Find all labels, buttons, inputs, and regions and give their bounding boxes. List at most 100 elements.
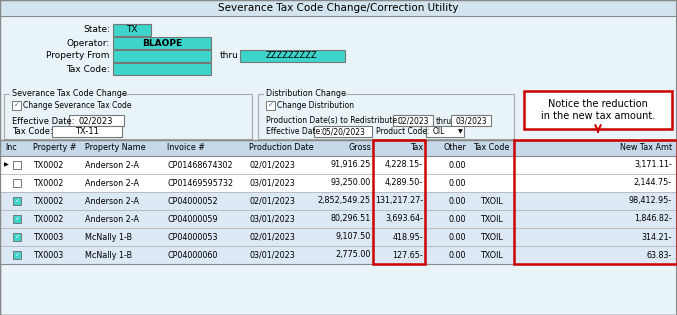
Text: Production Date(s) to Redistribute:: Production Date(s) to Redistribute: <box>266 117 399 125</box>
Text: CP04000053: CP04000053 <box>167 232 217 242</box>
Text: 2,775.00: 2,775.00 <box>336 250 371 260</box>
Text: 3,693.64-: 3,693.64- <box>385 215 423 224</box>
Bar <box>0 174 677 192</box>
Text: 418.95-: 418.95- <box>393 232 423 242</box>
Text: 9,107.50: 9,107.50 <box>336 232 371 242</box>
Bar <box>0 0 677 16</box>
Text: TX0003: TX0003 <box>33 232 63 242</box>
Text: Property #: Property # <box>33 144 77 152</box>
Text: ✓: ✓ <box>267 102 274 108</box>
Text: 03/01/2023: 03/01/2023 <box>249 250 294 260</box>
Text: CP01469595732: CP01469595732 <box>167 179 233 187</box>
Text: BLAOPE: BLAOPE <box>142 38 182 48</box>
Text: TX0002: TX0002 <box>33 215 64 224</box>
Bar <box>524 91 672 129</box>
Bar <box>13 233 21 241</box>
Text: 0.00: 0.00 <box>448 179 466 187</box>
Text: thru: thru <box>436 117 452 125</box>
Text: TX0003: TX0003 <box>33 250 63 260</box>
Bar <box>69 115 124 126</box>
Text: CP01468674302: CP01468674302 <box>167 161 233 169</box>
Text: ✓: ✓ <box>14 216 20 221</box>
Bar <box>0 210 677 228</box>
Text: 131,217.27-: 131,217.27- <box>375 197 423 205</box>
Bar <box>0 140 677 156</box>
Bar <box>426 126 464 137</box>
Text: 03/01/2023: 03/01/2023 <box>249 179 294 187</box>
Text: ✓: ✓ <box>14 198 20 203</box>
Bar <box>314 126 372 137</box>
Bar <box>240 50 345 62</box>
Text: Invoice #: Invoice # <box>167 144 205 152</box>
Text: 98,412.95-: 98,412.95- <box>629 197 672 205</box>
Bar <box>373 140 425 264</box>
Text: Production Date: Production Date <box>249 144 313 152</box>
Text: Other: Other <box>443 144 466 152</box>
Text: Anderson 2-A: Anderson 2-A <box>85 215 139 224</box>
Text: 03/2023: 03/2023 <box>455 117 487 125</box>
Bar <box>12 101 21 110</box>
Text: 02/2023: 02/2023 <box>79 117 113 125</box>
Bar <box>0 16 677 140</box>
Text: 0.00: 0.00 <box>448 215 466 224</box>
Text: Notice the reduction
in the new tax amount.: Notice the reduction in the new tax amou… <box>541 99 655 121</box>
Text: CP04000059: CP04000059 <box>167 215 217 224</box>
Bar <box>258 94 514 139</box>
Text: 02/01/2023: 02/01/2023 <box>249 197 295 205</box>
Text: TXOIL: TXOIL <box>479 197 502 205</box>
Text: New Tax Amt: New Tax Amt <box>620 144 672 152</box>
Bar <box>113 63 211 75</box>
Text: 91,916.25: 91,916.25 <box>330 161 371 169</box>
Text: ZZZZZZZZZ: ZZZZZZZZZ <box>266 51 318 60</box>
Text: 2,852,549.25: 2,852,549.25 <box>318 197 371 205</box>
Bar <box>10 90 120 98</box>
Text: ✓: ✓ <box>14 234 20 239</box>
Text: Product Code:: Product Code: <box>376 128 429 136</box>
Text: Change Severance Tax Code: Change Severance Tax Code <box>23 101 131 110</box>
Text: Effective Date:: Effective Date: <box>12 117 74 125</box>
Text: Gross: Gross <box>348 144 371 152</box>
Text: Property From: Property From <box>47 51 110 60</box>
Text: ✓: ✓ <box>14 253 20 257</box>
Bar <box>0 246 677 264</box>
Text: 0.00: 0.00 <box>448 250 466 260</box>
Text: 3,171.11-: 3,171.11- <box>634 161 672 169</box>
Text: TXOIL: TXOIL <box>479 250 502 260</box>
Bar <box>13 215 21 223</box>
Text: Severance Tax Code Change: Severance Tax Code Change <box>12 89 127 98</box>
Bar <box>13 161 21 169</box>
Text: TX-11: TX-11 <box>75 128 99 136</box>
Text: Tax Code:: Tax Code: <box>12 128 53 136</box>
Bar <box>113 50 211 62</box>
Bar <box>113 37 211 49</box>
Text: Effective Date:: Effective Date: <box>266 128 323 136</box>
Bar <box>0 156 677 174</box>
Text: 2,144.75-: 2,144.75- <box>634 179 672 187</box>
Text: 4,289.50-: 4,289.50- <box>385 179 423 187</box>
Bar <box>0 192 677 210</box>
Bar <box>451 115 491 126</box>
Bar <box>0 228 677 246</box>
Text: TX0002: TX0002 <box>33 179 64 187</box>
Text: 63.83-: 63.83- <box>647 250 672 260</box>
Text: State:: State: <box>83 26 110 35</box>
Text: Change Distribution: Change Distribution <box>277 101 354 110</box>
Text: 1,846.82-: 1,846.82- <box>634 215 672 224</box>
Text: 0.00: 0.00 <box>448 232 466 242</box>
Text: 0.00: 0.00 <box>448 161 466 169</box>
Text: Inc: Inc <box>5 144 17 152</box>
Bar <box>393 115 433 126</box>
Text: Anderson 2-A: Anderson 2-A <box>85 197 139 205</box>
Text: 4,228.15-: 4,228.15- <box>385 161 423 169</box>
Text: Severance Tax Code Change/Correction Utility: Severance Tax Code Change/Correction Uti… <box>218 3 459 13</box>
Text: 02/01/2023: 02/01/2023 <box>249 161 295 169</box>
Text: Tax: Tax <box>410 144 423 152</box>
Text: CP04000060: CP04000060 <box>167 250 217 260</box>
Text: 02/01/2023: 02/01/2023 <box>249 232 295 242</box>
Bar <box>13 251 21 259</box>
Bar <box>113 24 151 36</box>
Text: OIL: OIL <box>433 128 445 136</box>
Text: TXOIL: TXOIL <box>479 232 502 242</box>
Text: Distribution Change: Distribution Change <box>266 89 346 98</box>
Text: 03/01/2023: 03/01/2023 <box>249 215 294 224</box>
